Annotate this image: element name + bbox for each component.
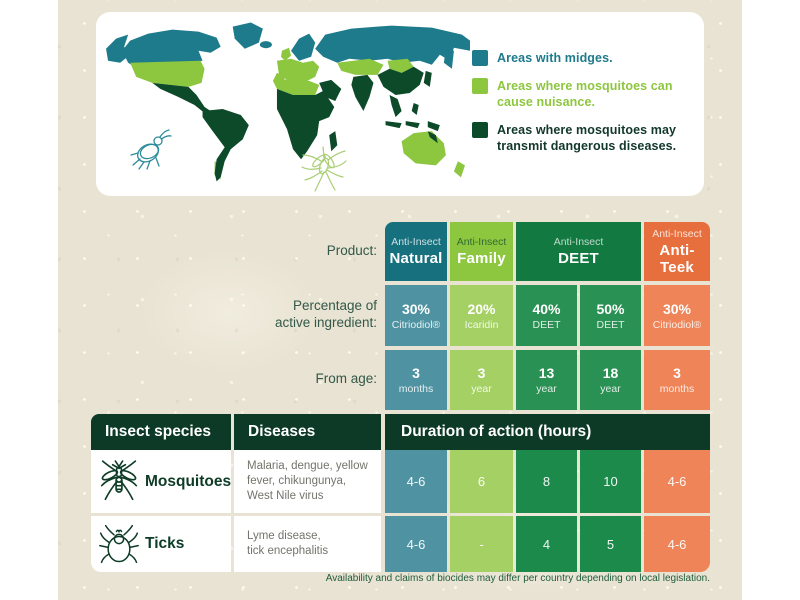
ingredient-name: Citriodiol® — [652, 318, 702, 331]
percentage-cell-deet-50: 50% DEET — [580, 285, 641, 346]
age-unit: months — [659, 383, 695, 395]
diseases-cell-mosquitoes: Malaria, dengue, yellow fever, chikungun… — [234, 450, 381, 513]
diseases-cell-ticks: Lyme disease, tick encephalitis — [234, 516, 381, 572]
map-region-midges — [106, 22, 470, 73]
midge-doodle-icon — [130, 129, 172, 170]
legend-label-diseases: Areas where mosquitoes may transmit dang… — [497, 123, 677, 153]
age-value: 3 — [477, 365, 486, 381]
product-name: DEET — [558, 250, 599, 267]
age-cell-natural: 3 months — [385, 350, 447, 410]
age-unit: year — [471, 383, 492, 395]
age-value: 18 — [602, 365, 619, 381]
legend-item-midges: Areas with midges. — [472, 50, 694, 66]
duration-cell: 6 — [450, 450, 513, 513]
legal-footnote: Availability and claims of biocides may … — [325, 573, 710, 584]
percentage-value: 20% — [467, 300, 496, 317]
age-unit: year — [536, 383, 557, 395]
world-map-card: Areas with midges. Areas where mosquitoe… — [96, 12, 704, 196]
duration-cell: 4-6 — [385, 450, 447, 513]
species-name: Mosquitoes — [145, 472, 232, 490]
product-name: Anti-Teek — [659, 241, 695, 276]
product-name: Natural — [389, 250, 443, 267]
product-comparison-grid: Anti-Insect Natural Anti-Insect Family A… — [385, 222, 710, 410]
age-cell-deet-50: 18 year — [580, 350, 641, 410]
age-value: 3 — [412, 365, 420, 381]
duration-row-mosquitoes: 4-6 6 8 10 4-6 — [385, 450, 710, 513]
world-map — [106, 22, 470, 182]
header-insect-species: Insect species — [91, 414, 231, 450]
age-cell-family: 3 year — [450, 350, 513, 410]
brand-line: Anti-Insect — [391, 236, 441, 248]
brand-line: Anti-Insect — [553, 236, 604, 248]
product-header-family: Anti-Insect Family — [450, 222, 513, 281]
ingredient-name: DEET — [532, 318, 561, 331]
product-row-label: Product: — [326, 243, 377, 259]
duration-cell: - — [450, 516, 513, 572]
percentage-cell-anti-teek: 30% Citriodiol® — [644, 285, 710, 346]
duration-cell: 8 — [516, 450, 577, 513]
ingredient-name: Citriodiol® — [391, 318, 441, 331]
percentage-value: 30% — [401, 300, 431, 317]
species-cell-ticks: Ticks — [91, 516, 231, 572]
legend-item-nuisance: Areas where mosquitoes can cause nuisanc… — [472, 78, 694, 110]
percentage-row-label: Percentage of active ingredient: — [274, 297, 377, 330]
product-name: Family — [457, 250, 506, 267]
header-duration: Duration of action (hours) — [385, 414, 710, 450]
legend-label-midges: Areas with midges. — [497, 51, 613, 65]
age-cell-anti-teek: 3 months — [644, 350, 710, 410]
percentage-cell-family: 20% Icaridin — [450, 285, 513, 346]
species-cell-mosquitoes: Mosquitoes — [91, 450, 231, 513]
legend-swatch-midges — [472, 50, 488, 66]
product-header-anti-teek: Anti-Insect Anti-Teek — [644, 222, 710, 281]
percentage-value: 40% — [532, 300, 561, 317]
mosquito-icon — [99, 456, 139, 508]
brand-line: Anti-Insect — [456, 236, 507, 248]
legend-label-nuisance: Areas where mosquitoes can cause nuisanc… — [497, 79, 673, 109]
map-region-diseases — [152, 66, 440, 182]
duration-cell: 4-6 — [644, 516, 710, 572]
species-name: Ticks — [145, 535, 185, 552]
age-unit: months — [398, 383, 434, 395]
duration-cell: 10 — [580, 450, 641, 513]
product-header-natural: Anti-Insect Natural — [385, 222, 447, 281]
mosquito-doodle-icon — [301, 146, 347, 192]
tick-icon — [99, 519, 139, 569]
duration-cell: 5 — [580, 516, 641, 572]
age-unit: year — [600, 383, 621, 395]
age-cell-deet-40: 13 year — [516, 350, 577, 410]
duration-row-ticks: 4-6 - 4 5 4-6 — [385, 516, 710, 572]
product-header-deet: Anti-Insect DEET — [516, 222, 641, 281]
ingredient-name: DEET — [596, 318, 625, 331]
percentage-cell-natural: 30% Citriodiol® — [385, 285, 447, 346]
duration-cell: 4-6 — [644, 450, 710, 513]
age-value: 13 — [538, 365, 555, 381]
from-age-row-label: From age: — [315, 370, 377, 386]
map-region-nuisance — [130, 47, 465, 180]
map-legend: Areas with midges. Areas where mosquitoe… — [472, 50, 694, 154]
legend-item-diseases: Areas where mosquitoes may transmit dang… — [472, 122, 694, 154]
percentage-value: 50% — [596, 300, 625, 317]
duration-cell: 4-6 — [385, 516, 447, 572]
age-value: 3 — [673, 365, 681, 381]
duration-cell: 4 — [516, 516, 577, 572]
brand-line: Anti-Insect — [652, 227, 702, 240]
legend-swatch-nuisance — [472, 78, 488, 94]
percentage-cell-deet-40: 40% DEET — [516, 285, 577, 346]
ingredient-name: Icaridin — [464, 318, 499, 331]
percentage-value: 30% — [662, 300, 692, 317]
legend-swatch-diseases — [472, 122, 488, 138]
header-diseases: Diseases — [234, 414, 381, 450]
